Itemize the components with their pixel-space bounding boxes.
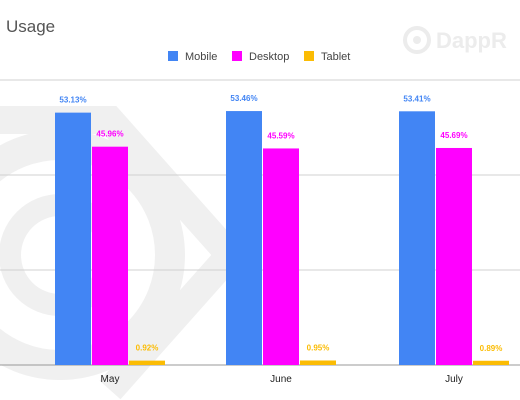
bar-desktop-may — [92, 146, 128, 365]
legend-swatch-desktop — [232, 51, 242, 61]
legend: Mobile Desktop Tablet — [168, 51, 350, 63]
data-label-mobile-june: 53.46% — [230, 94, 257, 103]
bar-tablet-july — [473, 360, 509, 365]
legend-swatch-tablet — [304, 51, 314, 61]
x-tick-label: June — [270, 374, 292, 385]
watermark-dapp-icon — [403, 26, 431, 54]
x-tick-label: May — [101, 374, 120, 385]
data-labels: 53.13% 45.96% 0.92% 53.46% 45.59% 0.95% 53.41%… — [59, 94, 502, 353]
data-label-desktop-may: 45.96% — [96, 130, 123, 139]
legend-swatch-mobile — [168, 51, 178, 61]
data-label-tablet-may: 0.92% — [136, 344, 159, 353]
bar-tablet-may — [129, 360, 165, 365]
data-label-mobile-july: 53.41% — [403, 94, 430, 103]
chart-title: Usage — [6, 17, 55, 36]
bar-mobile-may — [55, 112, 91, 365]
data-label-desktop-july: 45.69% — [440, 131, 467, 140]
data-label-tablet-june: 0.95% — [307, 343, 330, 352]
bar-desktop-june — [263, 148, 299, 365]
bar-mobile-july — [399, 111, 435, 366]
x-axis-ticks: May June July — [101, 374, 463, 385]
bar-tablet-june — [300, 360, 336, 365]
legend-label-desktop: Desktop — [249, 51, 289, 63]
x-tick-label: July — [445, 374, 463, 385]
data-label-desktop-june: 45.59% — [267, 131, 294, 140]
legend-label-tablet: Tablet — [321, 51, 350, 63]
bars — [55, 111, 509, 366]
bar-desktop-july — [436, 147, 472, 365]
data-label-mobile-may: 53.13% — [59, 96, 86, 105]
legend-label-mobile: Mobile — [185, 51, 217, 63]
data-label-tablet-july: 0.89% — [480, 344, 503, 353]
watermark-text: DappR — [436, 28, 507, 53]
bar-mobile-june — [226, 111, 262, 365]
